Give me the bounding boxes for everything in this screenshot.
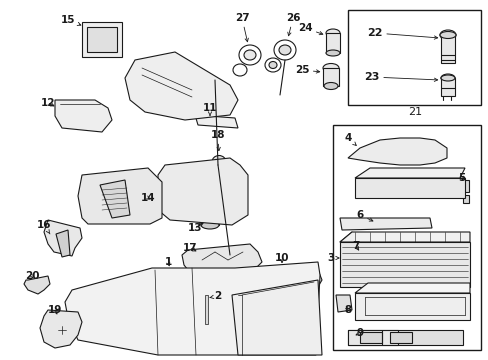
- Bar: [359, 332, 381, 343]
- Polygon shape: [339, 218, 431, 230]
- Ellipse shape: [202, 291, 209, 296]
- Polygon shape: [354, 283, 469, 293]
- Text: 12: 12: [41, 98, 55, 108]
- Text: 18: 18: [210, 130, 225, 151]
- Bar: [347, 330, 397, 345]
- Polygon shape: [231, 280, 321, 355]
- Polygon shape: [55, 100, 112, 132]
- Ellipse shape: [199, 186, 221, 204]
- Polygon shape: [204, 295, 207, 324]
- Ellipse shape: [196, 259, 203, 265]
- Polygon shape: [40, 310, 82, 348]
- Ellipse shape: [241, 255, 248, 261]
- Polygon shape: [195, 115, 238, 128]
- Ellipse shape: [440, 74, 454, 82]
- Text: 14: 14: [141, 193, 155, 203]
- Ellipse shape: [244, 50, 256, 60]
- Polygon shape: [354, 178, 464, 198]
- Polygon shape: [335, 295, 351, 312]
- Text: 21: 21: [407, 107, 421, 117]
- Polygon shape: [339, 232, 469, 242]
- Ellipse shape: [57, 326, 67, 334]
- Text: 15: 15: [61, 15, 81, 26]
- Polygon shape: [24, 276, 50, 294]
- Polygon shape: [125, 52, 238, 120]
- Polygon shape: [354, 168, 464, 178]
- Text: 8: 8: [344, 305, 351, 315]
- Text: 7: 7: [351, 241, 359, 251]
- Text: 13: 13: [187, 223, 203, 233]
- Ellipse shape: [338, 298, 348, 306]
- Text: 9: 9: [355, 328, 363, 338]
- Ellipse shape: [325, 29, 339, 37]
- Text: 3: 3: [327, 253, 338, 263]
- Polygon shape: [100, 180, 130, 218]
- Polygon shape: [78, 168, 162, 224]
- Text: 1: 1: [164, 257, 171, 267]
- Bar: [325, 33, 339, 53]
- Ellipse shape: [440, 75, 454, 81]
- Polygon shape: [182, 244, 262, 275]
- Bar: [323, 68, 338, 86]
- Text: 11: 11: [203, 103, 217, 116]
- Text: 19: 19: [48, 305, 62, 315]
- Polygon shape: [44, 220, 82, 256]
- Polygon shape: [56, 230, 70, 257]
- Text: 26: 26: [285, 13, 300, 36]
- Ellipse shape: [212, 156, 225, 168]
- Bar: [440, 78, 454, 96]
- Bar: [389, 332, 411, 343]
- Text: 23: 23: [364, 72, 437, 82]
- Text: 6: 6: [356, 210, 372, 221]
- Bar: [462, 180, 468, 192]
- Ellipse shape: [324, 82, 337, 90]
- Bar: [201, 205, 219, 225]
- Ellipse shape: [279, 45, 290, 55]
- Ellipse shape: [53, 322, 71, 338]
- Ellipse shape: [323, 63, 338, 72]
- Ellipse shape: [325, 50, 339, 56]
- Ellipse shape: [439, 32, 455, 39]
- Text: 5: 5: [457, 173, 465, 183]
- Bar: [347, 10, 480, 105]
- Ellipse shape: [34, 280, 42, 288]
- Polygon shape: [247, 264, 321, 295]
- Text: 25: 25: [294, 65, 319, 75]
- Bar: [332, 125, 480, 350]
- Bar: [440, 35, 454, 63]
- Bar: [82, 22, 122, 57]
- Polygon shape: [65, 262, 319, 355]
- Ellipse shape: [268, 62, 276, 68]
- Polygon shape: [158, 158, 247, 225]
- Polygon shape: [354, 293, 469, 320]
- Text: 2: 2: [210, 291, 221, 301]
- Text: 16: 16: [37, 220, 51, 234]
- Bar: [347, 330, 462, 345]
- Text: 22: 22: [366, 28, 437, 39]
- Text: 17: 17: [183, 243, 197, 253]
- Ellipse shape: [201, 221, 219, 229]
- Bar: [87, 27, 117, 52]
- Text: 10: 10: [274, 253, 289, 263]
- Polygon shape: [347, 138, 446, 165]
- Ellipse shape: [191, 179, 228, 211]
- Text: 27: 27: [234, 13, 249, 42]
- Text: 20: 20: [25, 271, 39, 281]
- Text: 24: 24: [297, 23, 322, 35]
- Bar: [462, 195, 468, 203]
- Bar: [339, 242, 469, 287]
- Ellipse shape: [439, 30, 455, 40]
- Text: 4: 4: [344, 133, 356, 145]
